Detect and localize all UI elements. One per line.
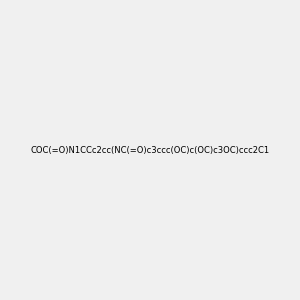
Text: COC(=O)N1CCc2cc(NC(=O)c3ccc(OC)c(OC)c3OC)ccc2C1: COC(=O)N1CCc2cc(NC(=O)c3ccc(OC)c(OC)c3OC… — [30, 146, 270, 154]
